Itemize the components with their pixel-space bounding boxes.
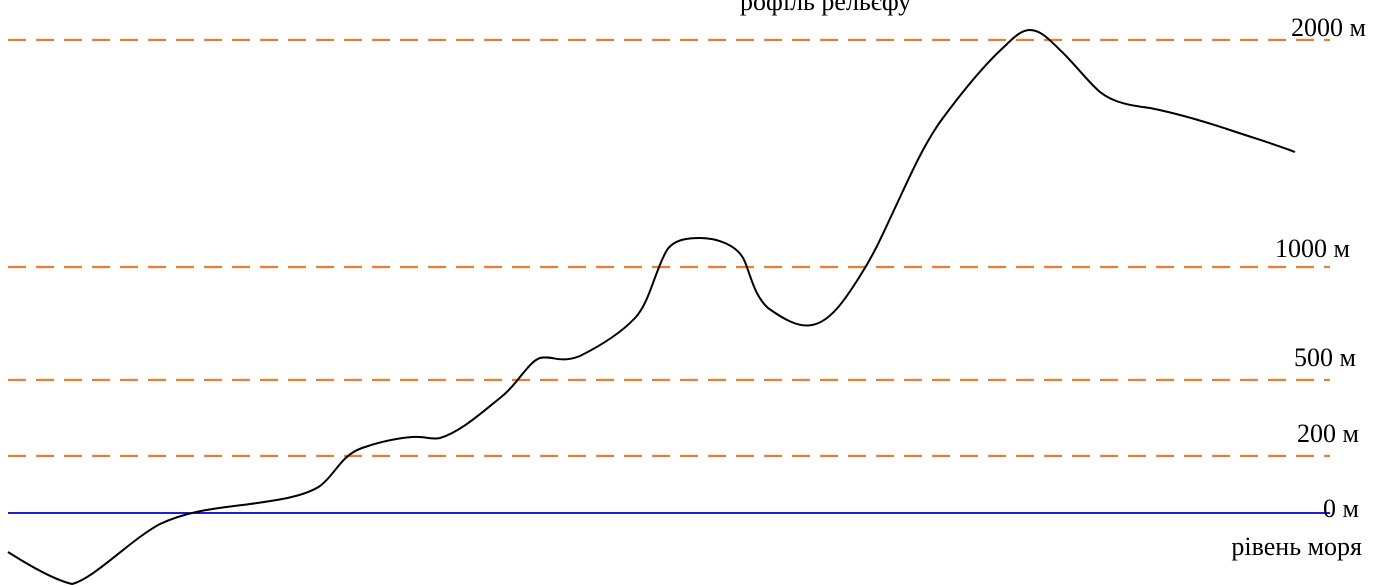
diagram-title: рофіль рельєфу [740, 0, 911, 16]
sea-level-label: рівень моря [1231, 532, 1362, 561]
relief-profile-curve [7, 28, 1296, 586]
level-label-1000m: 1000 м [1275, 234, 1350, 263]
level-label-2000m: 2000 м [1291, 13, 1366, 42]
level-label-200m: 200 м [1297, 419, 1359, 448]
level-label-500m: 500 м [1294, 343, 1356, 372]
level-label-0m: 0 м [1323, 494, 1359, 523]
